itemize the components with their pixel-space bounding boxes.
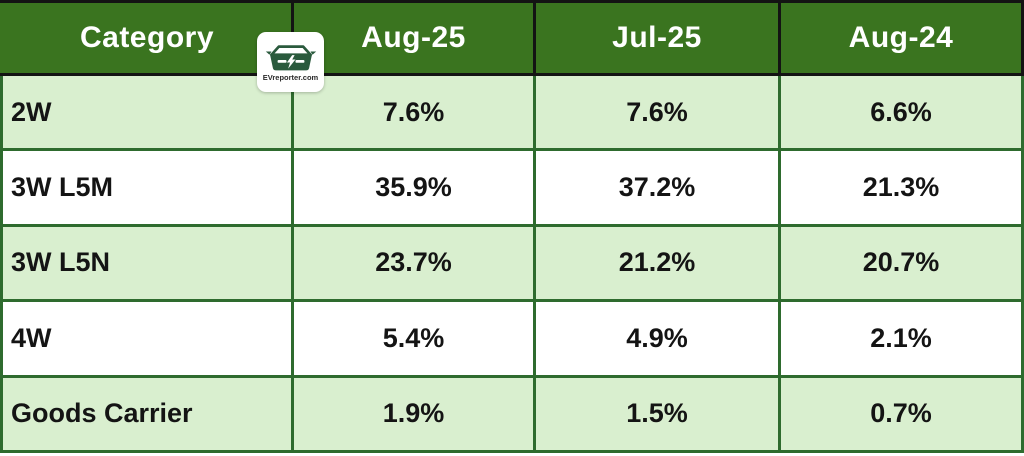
table-row-goods-carrier: Goods Carrier 1.9% 1.5% 0.7% [0,374,1024,454]
column-header-aug24: Aug-24 [778,0,1024,76]
category-cell: 3W L5M [0,148,294,227]
value-cell: 37.2% [533,148,781,227]
value-cell: 21.2% [533,223,781,303]
value-cell: 2.1% [778,299,1024,378]
value-cell: 4.9% [533,299,781,378]
value-cell: 20.7% [778,223,1024,303]
column-header-aug25: Aug-25 [291,0,536,76]
value-cell: 1.9% [291,374,536,454]
header-row: Category Aug-25 Jul-25 Aug-24 [0,0,1024,76]
value-cell: 7.6% [291,72,536,152]
value-cell: 6.6% [778,72,1024,152]
column-header-category: Category [0,0,294,76]
value-cell: 5.4% [291,299,536,378]
value-cell: 0.7% [778,374,1024,454]
ev-car-icon [265,44,317,72]
table-row-4w: 4W 5.4% 4.9% 2.1% [0,299,1024,378]
logo-text: EVreporter.com [262,73,319,82]
category-cell: 4W [0,299,294,378]
category-cell: Goods Carrier [0,374,294,454]
table-row-2w: 2W 7.6% 7.6% 6.6% [0,72,1024,152]
category-cell: 2W [0,72,294,152]
column-header-jul25: Jul-25 [533,0,781,76]
table-row-3w-l5m: 3W L5M 35.9% 37.2% 21.3% [0,148,1024,227]
value-cell: 23.7% [291,223,536,303]
value-cell: 35.9% [291,148,536,227]
evreporter-logo: EVreporter.com [257,32,324,92]
table-row-3w-l5n: 3W L5N 23.7% 21.2% 20.7% [0,223,1024,303]
category-cell: 3W L5N [0,223,294,303]
value-cell: 21.3% [778,148,1024,227]
value-cell: 1.5% [533,374,781,454]
value-cell: 7.6% [533,72,781,152]
